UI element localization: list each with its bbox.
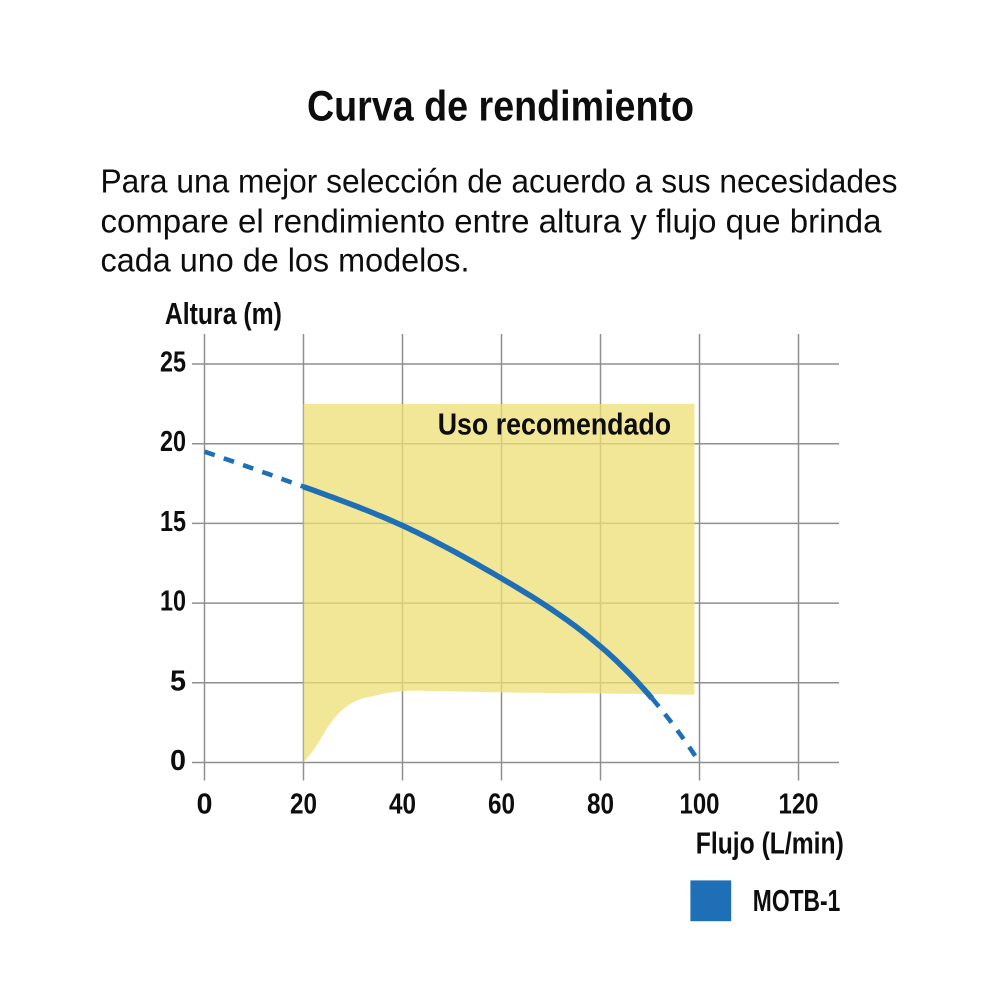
svg-text:120: 120 [779,789,819,821]
svg-text:60: 60 [488,789,515,821]
svg-text:Altura (m): Altura (m) [165,296,282,331]
svg-text:10: 10 [160,586,186,618]
svg-text:Flujo (L/min): Flujo (L/min) [696,825,844,860]
svg-text:15: 15 [160,506,186,538]
svg-text:Curva de rendimiento: Curva de rendimiento [307,83,694,131]
svg-text:MOTB-1: MOTB-1 [753,883,841,918]
svg-text:80: 80 [587,789,614,821]
svg-text:0: 0 [170,745,186,777]
svg-text:5: 5 [170,665,186,697]
svg-text:Uso recomendado: Uso recomendado [438,406,671,441]
svg-text:Para una mejor selección de ac: Para una mejor selección de acuerdo a su… [101,163,898,200]
svg-text:cada uno de los modelos.: cada uno de los modelos. [101,243,470,280]
svg-text:20: 20 [160,426,186,458]
svg-text:25: 25 [160,347,186,379]
svg-text:compare el rendimiento entre a: compare el rendimiento entre altura y fl… [101,203,882,240]
svg-text:40: 40 [389,789,416,821]
svg-text:100: 100 [680,789,720,821]
svg-text:20: 20 [290,789,317,821]
svg-text:0: 0 [197,789,213,821]
